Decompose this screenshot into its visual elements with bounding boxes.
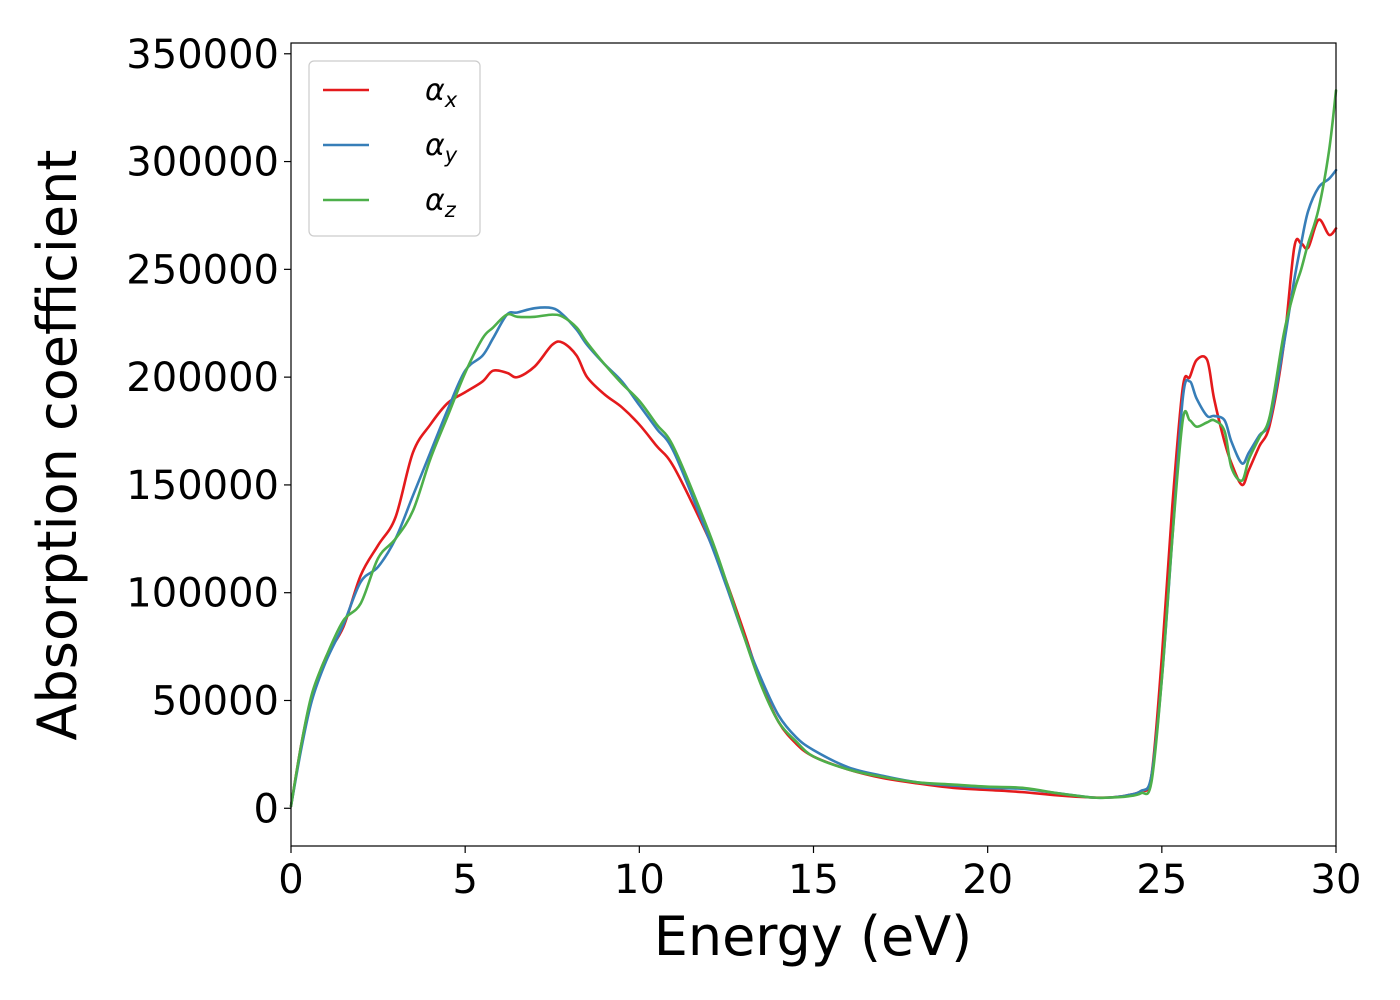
y-tick-label: 300000	[126, 140, 279, 186]
legend: αx αy αz	[308, 60, 481, 237]
y-tick-label: 0	[254, 786, 279, 832]
x-tick-label: 30	[1311, 857, 1362, 903]
x-tick-label: 25	[1136, 857, 1187, 903]
y-tick-label: 100000	[126, 571, 279, 617]
y-tick-label: 50000	[152, 678, 279, 724]
x-axis-title: Energy (eV)	[654, 905, 973, 968]
y-tick-label: 200000	[126, 355, 279, 401]
x-tick-label: 15	[788, 857, 839, 903]
y-axis-ticks: 0 50000 100000 150000 200000 250000 300000 3500…	[126, 32, 291, 832]
x-axis-ticks: 0 5 10 15 20 25 30	[278, 846, 1361, 903]
x-tick-label: 5	[452, 857, 477, 903]
legend-label-y: αy	[425, 128, 458, 167]
y-tick-label: 350000	[126, 32, 279, 78]
x-tick-label: 10	[614, 857, 665, 903]
legend-label-x: αx	[425, 73, 458, 112]
series-lines	[289, 89, 1338, 808]
legend-label-z: αz	[425, 183, 457, 222]
x-tick-label: 0	[278, 857, 303, 903]
legend-box	[308, 60, 481, 237]
x-tick-label: 20	[962, 857, 1013, 903]
y-axis-title: Absorption coefficient	[26, 150, 89, 741]
y-tick-label: 150000	[126, 463, 279, 509]
series-line-z	[289, 89, 1338, 808]
y-tick-label: 250000	[126, 247, 279, 293]
